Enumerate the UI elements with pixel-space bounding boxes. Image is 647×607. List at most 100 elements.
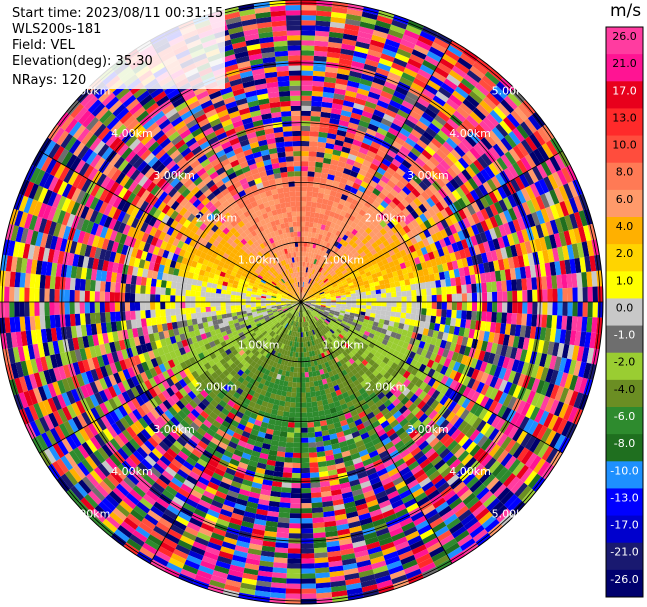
ppi-gate [341,38,357,46]
ppi-gate [446,302,452,310]
ppi-gate [313,238,318,244]
ppi-gate [476,302,483,312]
ppi-gate [496,281,503,292]
ppi-gate [394,281,401,287]
ppi-gate [303,256,306,262]
ppi-gate [451,309,457,319]
ppi-gate [341,146,351,154]
ppi-gate [289,518,301,524]
ppi-gate [313,55,327,62]
ppi-gate [313,258,318,265]
ppi-gate [304,226,309,232]
ppi-gate [308,442,317,448]
ppi-gate [301,558,315,564]
ppi-gate [369,86,383,96]
ppi-gate [314,171,322,178]
ppi-gate [281,487,292,493]
ppi-gate [552,302,558,316]
ppi-gate [522,302,528,314]
ppi-gate [332,149,342,157]
ppi-gate [327,215,334,223]
ppi-gate [310,126,320,132]
ppi-gate [301,231,305,237]
ppi-gate [310,252,314,259]
ppi-gate [284,401,291,408]
ppi-gate [315,156,324,163]
ppi-gate [541,314,548,328]
ppi-gate [304,282,308,288]
ppi-gate [330,16,346,24]
ppi-gate [308,278,312,284]
ppi-gate [304,372,309,378]
ppi-gate [361,305,367,309]
ppi-gate [295,407,301,413]
ppi-gate [381,297,387,302]
ppi-gate [380,288,387,294]
ppi-gate [526,277,533,291]
ppi-gate [303,272,306,278]
ppi-gate [301,65,314,71]
ppi-gate [337,161,347,168]
ppi-gate [312,75,325,82]
ppi-gate [306,277,309,283]
ppi-gate [294,417,301,423]
ppi-gate [291,477,301,484]
ppi-gate [301,286,303,292]
ppi-gate [358,146,369,155]
ppi-gate [371,81,384,91]
ppi-gate [305,251,309,258]
ppi-gate [311,90,324,97]
ppi-gate [309,462,319,468]
ppi-gate [354,97,367,106]
ppi-gate [383,43,399,53]
ppi-gate [358,26,374,35]
ppi-gate [301,543,314,549]
ppi-gate [315,243,320,250]
ppi-gate [280,492,291,498]
ppi-gate [369,118,381,128]
ppi-gate [577,287,583,302]
ppi-gate [441,286,447,295]
ppi-gate [436,287,442,295]
ppi-gate [367,91,381,100]
ppi-gate [301,387,306,393]
ppi-gate [343,95,356,103]
ppi-gate [562,302,568,316]
ppi-gate [521,278,528,291]
ppi-gate [351,107,364,116]
ppi-gate [355,156,365,165]
ppi-gate [317,255,322,261]
ppi-gate [410,283,417,291]
ppi-gate [296,392,301,398]
ppi-gate [304,231,309,237]
ppi-gate [353,50,368,59]
ppi-gate [461,284,467,294]
ppi-gate [315,207,321,214]
ppi-gate [456,302,463,311]
ppi-gate [332,180,340,188]
ppi-gate [316,151,325,158]
ppi-gate [327,199,334,207]
ppi-gate [319,239,325,246]
ppi-gate [487,292,493,302]
ppi-gate [431,302,437,310]
ppi-gate [294,427,301,433]
ppi-gate [315,441,324,448]
ppi-gate [301,5,317,11]
ppi-gate [311,507,324,514]
ppi-gate [301,75,313,81]
ppi-gate [324,76,337,84]
ppi-gate [293,447,301,453]
ppi-gate [314,426,322,433]
ppi-gate [361,298,367,302]
ppi-gate [360,73,375,82]
ppi-gate [461,310,467,320]
ppi-gate [296,382,301,388]
ppi-gate [511,313,518,325]
ppi-gate [331,217,338,224]
ppi-gate [381,293,387,298]
ppi-gate [360,16,377,25]
ppi-gate [309,381,315,388]
ppi-gate [547,302,553,316]
ppi-gate [310,268,314,274]
